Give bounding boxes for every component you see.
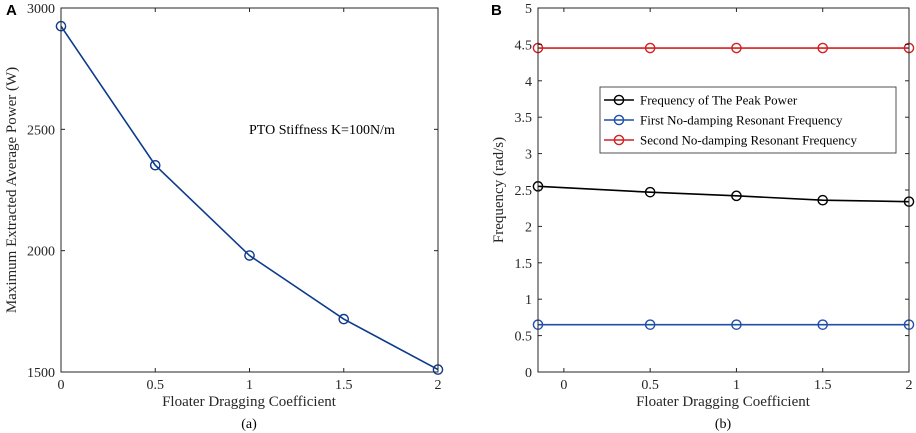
panel-a-series-1-point (338, 313, 350, 325)
panel-b-y-tick-label: 2 (525, 220, 532, 235)
legend-entry-label: First No-damping Resonant Frequency (640, 113, 843, 128)
panel-b-y-tick-label: 1.5 (515, 257, 533, 272)
panel-b-series-2-point (731, 319, 742, 330)
panel-a-x-axis-label: Floater Dragging Coefficient (162, 394, 337, 410)
panel-b-x-tick-label: 1.5 (814, 378, 832, 393)
panel-a-x-tick-label: 0.5 (147, 378, 165, 393)
legend-swatch-marker (613, 134, 625, 146)
panel-b-tick-labels: 0 0.5 1 1.5 2 0 0.5 1 1.5 2 2.5 3 3.5 4 4.5 5 (515, 2, 913, 393)
panel-b-series-2-point (644, 319, 656, 330)
panel-b-series-1-point (731, 190, 742, 202)
panel-b-y-tick-label: 3 (525, 148, 532, 163)
panel-a-x-tick-label: 1.5 (335, 378, 353, 393)
panel-b-series-line-1 (537, 185, 910, 203)
panel-b-y-tick-label: 0 (525, 366, 532, 381)
panel-b-x-tick-label: 1 (733, 378, 740, 393)
legend-swatch-marker (613, 114, 625, 126)
panel-a-series-1-point (149, 159, 161, 171)
panel-a-axes (60, 7, 439, 373)
panel-a-plot-area (61, 8, 438, 372)
panel-b-y-tick-label: 5 (525, 2, 532, 17)
panel-b-series-1-point (644, 186, 656, 198)
panel-a-y-tick-label: 1500 (27, 366, 55, 381)
panel-a: A 0 0.5 1 1.5 2 1500 2000 2500 3000 PTO Stiffnes… (4, 2, 444, 432)
panel-b-y-tick-label: 1 (525, 293, 532, 308)
panel-a-series-1-point (244, 250, 255, 261)
panel-b-y-axis-label: Frequency (rad/s) (491, 137, 507, 243)
panel-b-y-tick-label: 4.5 (515, 38, 533, 53)
panel-b-x-tick-label: 0.5 (641, 378, 659, 393)
panel-a-series-line-1 (60, 25, 439, 371)
legend-entry-label: Second No-damping Resonant Frequency (640, 133, 857, 148)
panel-a-y-tick-label: 3000 (27, 2, 55, 17)
panel-a-x-tick-label: 1 (246, 378, 253, 393)
panel-b-x-tick-label: 2 (906, 378, 913, 393)
panel-b-letter: B (491, 2, 502, 19)
legend-box (599, 86, 897, 154)
panel-b: B 0 0.5 1 1.5 2 0 0.5 1 1.5 2 2.5 3 3.5 4 4.5 5 Frequen… (491, 2, 915, 432)
panel-b-y-tick-label: 2.5 (515, 184, 533, 199)
legend-entry-label: Frequency of The Peak Power (640, 93, 798, 108)
panel-b-series-1-point (817, 194, 829, 206)
panel-b-y-tick-label: 4 (525, 75, 532, 90)
panel-b-series-2-point (817, 319, 829, 330)
panel-a-letter: A (6, 2, 17, 19)
panel-a-y-tick-label: 2000 (27, 245, 55, 260)
panel-b-series-3-point (731, 42, 742, 54)
legend-swatch-marker (613, 94, 625, 106)
panel-b-caption: (b) (715, 417, 732, 432)
panel-a-annotation: PTO Stiffness K=100N/m (249, 123, 395, 138)
panel-b-series-3-point (817, 42, 829, 54)
panel-a-y-axis-label: Maximum Extracted Average Power (W) (4, 67, 20, 313)
panel-a-x-tick-label: 0 (58, 378, 65, 393)
panel-b-x-axis-label: Floater Dragging Coefficient (636, 394, 811, 410)
panel-a-caption: (a) (241, 417, 257, 432)
panel-a-tick-labels: 0 0.5 1 1.5 2 1500 2000 2500 3000 (27, 2, 442, 393)
panel-b-legend: Frequency of The Peak Power First No-damp… (599, 86, 897, 154)
panel-b-series-3-point (644, 42, 656, 54)
panel-a-y-tick-label: 2500 (27, 123, 55, 138)
panel-b-axes (537, 7, 910, 373)
panel-b-x-tick-label: 0 (560, 378, 567, 393)
panel-b-y-tick-label: 3.5 (515, 111, 533, 126)
panel-a-x-tick-label: 2 (435, 378, 442, 393)
panel-b-y-tick-label: 0.5 (515, 330, 533, 345)
